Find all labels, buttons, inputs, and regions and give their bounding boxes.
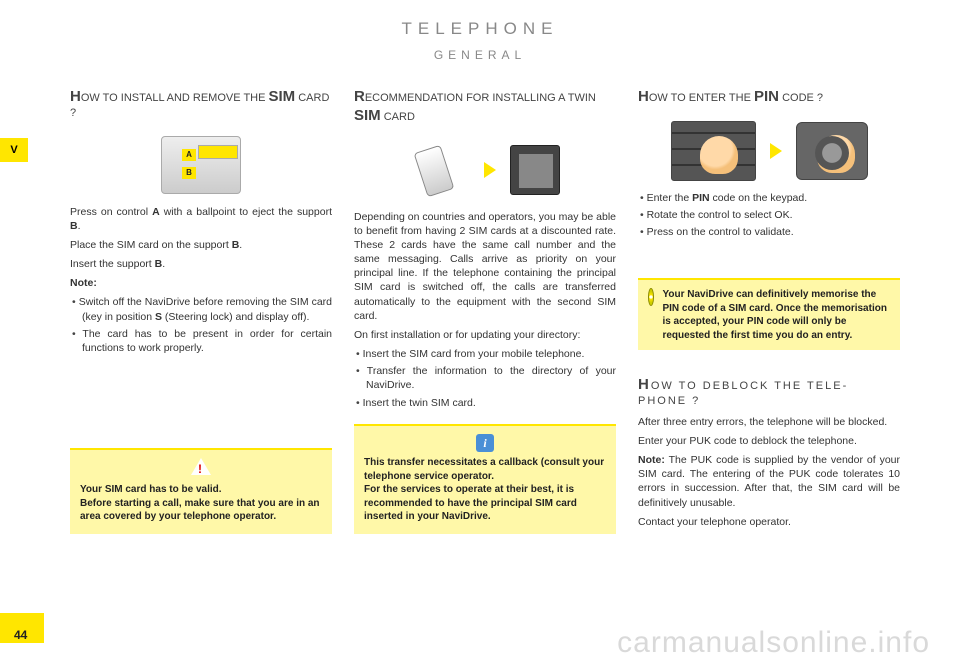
col3-heading: HOW TO ENTER THE PIN CODE ?: [638, 88, 900, 107]
eject-arrow-icon: [198, 145, 238, 159]
col2-item1: Insert the SIM card from your mobile tel…: [366, 347, 616, 361]
page-subtitle: GENERAL: [0, 41, 960, 73]
col3-item3: Press on the control to validate.: [650, 225, 900, 239]
hand-icon-2: [817, 135, 855, 173]
column-1: HOW TO INSTALL AND REMOVE THE SIM CARD ?…: [70, 88, 332, 534]
column-2: RECOMMENDATION FOR INSTALLING A TWIN SIM…: [354, 88, 616, 534]
column-3: HOW TO ENTER THE PIN CODE ? Enter the PI…: [638, 88, 900, 534]
col3-figure: [638, 121, 900, 181]
section-tab: V: [0, 138, 28, 162]
col3-heading-text2: CODE ?: [782, 92, 823, 104]
col1-p1: Press on control A with a ballpoint to e…: [70, 205, 332, 233]
col2-p2: On first installation or for updating yo…: [354, 328, 616, 342]
col3-item1: Enter the PIN code on the keypad.: [650, 191, 900, 205]
col3-heading-pin: PIN: [754, 88, 779, 105]
col2-info-box: i This transfer necessitates a callback …: [354, 424, 616, 534]
col3-heading2: HOW TO DEBLOCK THE TELE- PHONE ?: [638, 376, 900, 409]
col1-note-label: Note:: [70, 276, 332, 290]
col1-p3: Insert the support B.: [70, 257, 332, 271]
col3-item2: Rotate the control to select OK.: [650, 208, 900, 222]
page-number: 44: [14, 627, 27, 643]
col1-warning-line2: Before starting a call, make sure that y…: [80, 497, 322, 524]
col2-list: Insert the SIM card from your mobile tel…: [354, 347, 616, 413]
col2-item3: Insert the twin SIM card.: [366, 396, 616, 410]
info-icon: i: [364, 434, 606, 452]
col1-heading-h: H: [70, 88, 81, 105]
col1-warning-box: Your SIM card has to be valid. Before st…: [70, 448, 332, 534]
col1-note-item1: Switch off the NaviDrive before removing…: [82, 295, 332, 323]
col1-note-item2: The card has to be present in order for …: [82, 327, 332, 355]
col1-heading-sim: SIM: [269, 88, 296, 105]
col2-info-line1: This transfer necessitates a callback (c…: [364, 456, 606, 483]
hand-icon: [700, 136, 738, 174]
col3-h2-text1: OW TO DEBLOCK THE TELE-: [651, 380, 848, 392]
col2-item2: Transfer the information to the director…: [366, 364, 616, 392]
col2-info-line2: For the services to operate at their bes…: [364, 483, 606, 524]
col2-heading-sim: SIM: [354, 107, 381, 124]
col3-h2-text2: PHONE ?: [638, 395, 700, 407]
col2-heading-r: R: [354, 88, 365, 105]
col1-heading-text: OW TO INSTALL AND REMOVE THE: [81, 92, 266, 104]
columns: HOW TO INSTALL AND REMOVE THE SIM CARD ?…: [70, 88, 900, 534]
sim-slot-figure: A B: [161, 136, 241, 194]
col3-list: Enter the PIN code on the keypad. Rotate…: [638, 191, 900, 243]
navidrive-slot-icon: [510, 145, 560, 195]
col2-heading-text: ECOMMENDATION FOR INSTALLING A TWIN: [365, 92, 596, 104]
col2-heading-text2: CARD: [384, 111, 415, 123]
col1-figure: A B: [70, 135, 332, 195]
col2-p1: Depending on countries and operators, yo…: [354, 210, 616, 323]
page-title: TELEPHONE: [0, 0, 960, 41]
col3-p2: Enter your PUK code to deblock the telep…: [638, 434, 900, 448]
col1-note-list: Switch off the NaviDrive before removing…: [70, 295, 332, 358]
watermark: carmanualsonline.info: [617, 623, 930, 663]
col3-heading-h: H: [638, 88, 649, 105]
figure-label-a: A: [182, 149, 196, 161]
bulb-icon: [648, 288, 654, 306]
arrow-icon: [484, 162, 496, 178]
warning-icon: [80, 458, 322, 480]
col3-h2-h: H: [638, 376, 651, 393]
col2-figure: [354, 140, 616, 200]
figure-label-b: B: [182, 167, 196, 179]
col3-heading-text1: OW TO ENTER THE: [649, 92, 751, 104]
col3-p1: After three entry errors, the telephone …: [638, 415, 900, 429]
col2-heading: RECOMMENDATION FOR INSTALLING A TWIN SIM…: [354, 88, 616, 126]
page: TELEPHONE GENERAL V 44 carmanualsonline.…: [0, 0, 960, 663]
col1-heading: HOW TO INSTALL AND REMOVE THE SIM CARD ?: [70, 88, 332, 121]
dial-icon: [796, 122, 868, 180]
col3-note: Note: The PUK code is supplied by the ve…: [638, 453, 900, 510]
col1-p2: Place the SIM card on the support B.: [70, 238, 332, 252]
keypad-icon: [671, 121, 756, 181]
phone-icon: [410, 142, 470, 198]
col3-p3: Contact your telephone operator.: [638, 515, 900, 529]
arrow-icon-2: [770, 143, 782, 159]
col3-tip-box: Your NaviDrive can definitively memorise…: [638, 278, 900, 350]
col3-tip-text: Your NaviDrive can definitively memorise…: [662, 288, 890, 342]
col1-warning-line1: Your SIM card has to be valid.: [80, 483, 322, 497]
